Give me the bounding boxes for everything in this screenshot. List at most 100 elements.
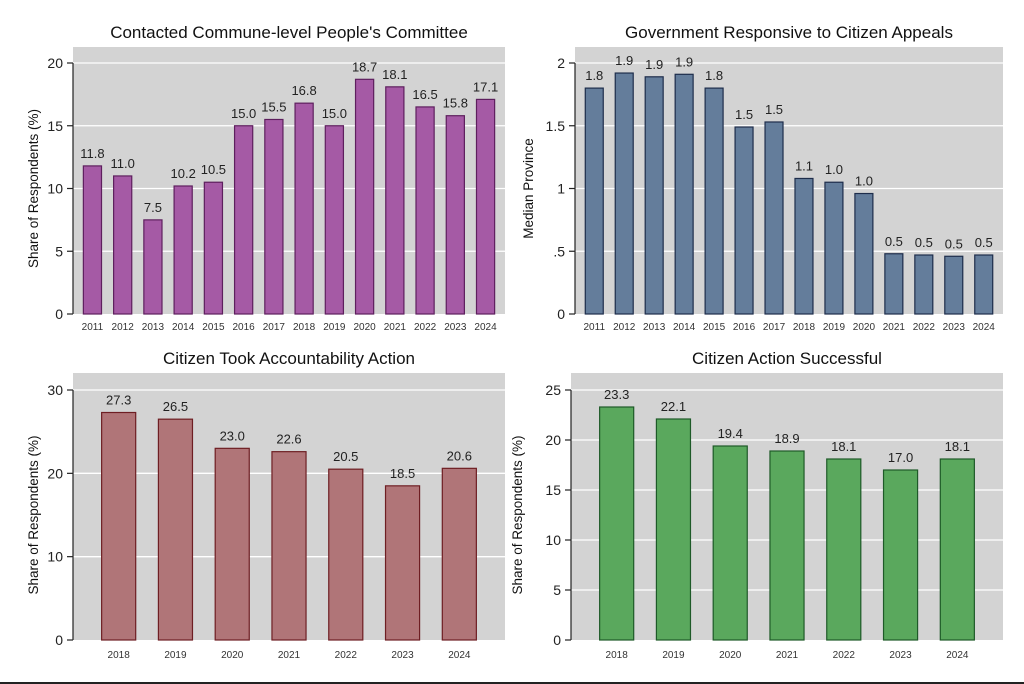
bar [614,72,634,315]
bar [826,458,862,641]
y-tick-label: 30 [47,382,63,398]
data-label: 11.8 [80,146,104,161]
x-tick-label: 2020 [853,322,876,333]
bar [884,253,904,315]
bar [974,254,994,315]
bar [944,255,964,315]
y-tick-label: 1 [557,181,565,197]
data-label: 10.2 [171,166,196,181]
data-label: 1.9 [645,57,663,72]
bar [674,73,694,315]
x-tick-label: 2014 [673,322,696,333]
data-label: 15.0 [231,106,256,121]
x-tick-label: 2021 [384,322,407,333]
bar [385,86,405,315]
bar [143,219,163,315]
data-label: 23.0 [220,428,245,443]
data-label: 18.1 [945,439,970,454]
y-tick-label: 5 [553,582,561,598]
data-label: 16.5 [412,87,437,102]
y-tick-label: 20 [545,432,561,448]
y-tick-label: 0 [55,632,63,648]
data-label: 1.5 [765,102,783,117]
x-tick-label: 2021 [883,322,906,333]
data-label: 0.5 [915,235,933,250]
data-label: 23.3 [604,387,629,402]
x-tick-label: 2018 [108,650,131,661]
data-label: 22.1 [661,399,686,414]
bar [271,451,307,641]
x-tick-label: 2011 [584,322,606,333]
bar [324,125,345,315]
data-label: 7.5 [144,200,162,215]
bar [214,447,250,641]
x-tick-label: 2021 [278,650,301,661]
x-tick-label: 2020 [353,322,376,333]
bar [475,98,496,315]
x-tick-label: 2013 [643,322,666,333]
x-tick-label: 2022 [414,322,437,333]
bar [712,445,748,641]
bar [294,102,314,315]
data-label: 1.8 [705,68,723,83]
bar [655,418,692,641]
bar [113,175,133,315]
y-tick-label: 10 [545,532,561,548]
x-tick-label: 2012 [112,322,135,333]
chart-title: Contacted Commune-level People's Committ… [110,23,468,42]
data-label: 18.1 [831,439,856,454]
x-tick-label: 2019 [662,650,685,661]
data-label: 19.4 [718,426,743,441]
data-label: 0.5 [885,234,903,249]
x-tick-label: 2016 [233,322,256,333]
x-tick-label: 2017 [763,322,786,333]
y-axis-title: Share of Respondents (%) [26,435,41,594]
bar [82,165,103,315]
y-tick-label: 0 [557,306,565,322]
data-label: 18.5 [390,466,415,481]
chart-title: Citizen Took Accountability Action [163,349,415,368]
x-tick-label: 2024 [973,322,996,333]
x-tick-label: 2011 [82,322,104,333]
chart-title: Citizen Action Successful [692,349,882,368]
y-tick-label: 1.5 [546,118,566,134]
bar [384,485,421,641]
x-tick-label: 2020 [221,650,244,661]
x-tick-label: 2024 [946,650,969,661]
bar [939,458,975,641]
x-tick-label: 2019 [823,322,846,333]
y-tick-label: 10 [47,181,63,197]
bar [824,181,844,315]
data-label: 1.5 [735,107,753,122]
x-tick-label: 2017 [263,322,286,333]
data-label: 1.9 [615,53,633,68]
bar [914,254,934,315]
bar [354,78,375,315]
y-tick-label: 0 [553,632,561,648]
data-label: 15.0 [322,106,347,121]
data-label: 20.6 [447,448,472,463]
data-label: 15.8 [443,96,468,111]
y-tick-label: 0 [55,306,63,322]
data-label: 17.0 [888,450,913,465]
y-tick-label: 10 [47,549,63,565]
bar [704,87,724,315]
data-label: 26.5 [163,399,188,414]
chart-panel-commune: 0 5 10 15 20 Share of Respondents (%) Contacte… [26,23,505,333]
y-tick-label: 25 [545,382,561,398]
bar [264,118,284,315]
bar [764,121,784,315]
x-tick-label: 2024 [448,650,471,661]
bar [734,126,754,315]
bar [233,125,254,315]
x-tick-label: 2019 [164,650,187,661]
y-axis-title: Share of Respondents (%) [26,109,41,268]
bar [203,181,224,315]
bar [854,192,874,315]
x-tick-label: 2019 [323,322,346,333]
x-tick-label: 2018 [793,322,816,333]
data-label: 1.0 [825,162,843,177]
data-label: 27.3 [106,393,131,408]
plot-background [575,47,1003,314]
